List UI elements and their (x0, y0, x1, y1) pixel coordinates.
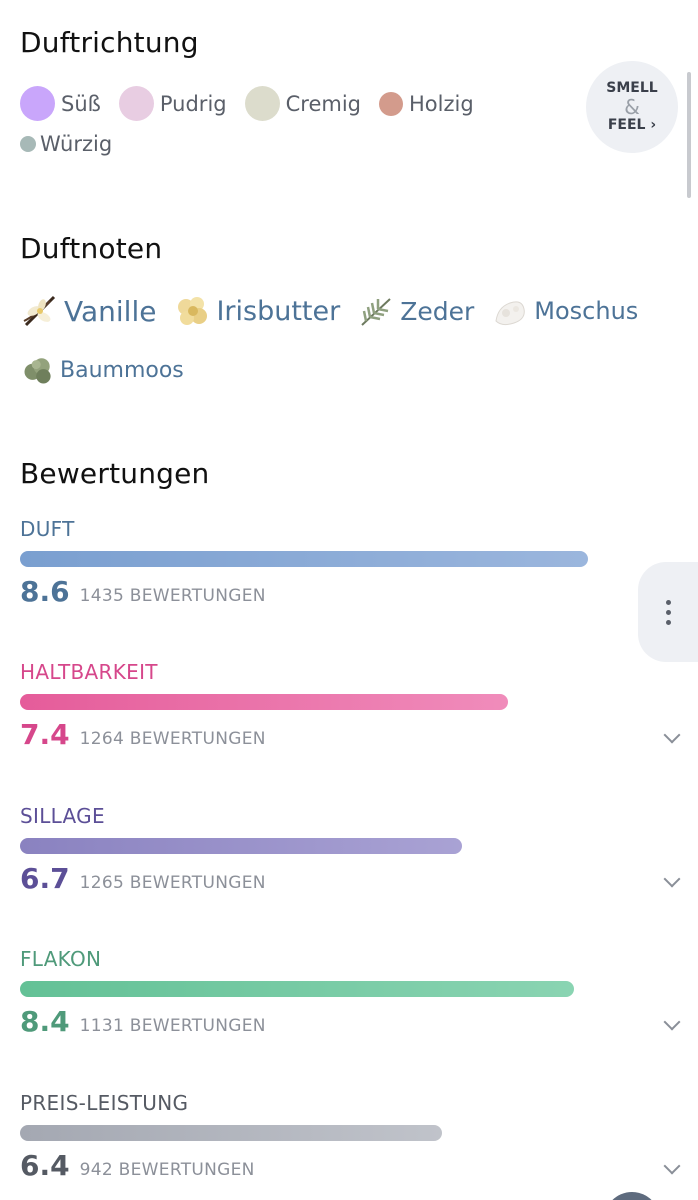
note-label: Vanille (64, 294, 157, 328)
moss-icon (24, 358, 51, 384)
rating-flakon[interactable]: FLAKON 8.4 1131 BEWERTUNGEN (20, 947, 681, 1038)
accord-color-dot (244, 86, 280, 121)
more-options-button[interactable] (638, 562, 698, 662)
more-dot (665, 599, 671, 605)
accord-label: Cremig (285, 91, 361, 116)
rating-score: 6.7 (20, 862, 70, 895)
accords-row-1: Süß Pudrig Cremig Holzig (20, 86, 492, 121)
note-musk[interactable]: Moschus (490, 291, 638, 331)
note-label: Zeder (400, 296, 475, 326)
accord-label: Pudrig (159, 91, 227, 116)
rating-score: 8.6 (20, 575, 70, 608)
rating-meta: 7.4 1264 BEWERTUNGEN (20, 718, 680, 751)
rating-score: 7.4 (20, 718, 70, 751)
rating-label: PREIS-LEISTUNG (20, 1091, 189, 1115)
rating-count: 1435 BEWERTUNGEN (79, 586, 266, 606)
accord-label: Süß (61, 91, 101, 116)
rating-bar (20, 1125, 442, 1141)
scrollbar-thumb[interactable] (687, 72, 691, 198)
note-label: Baummoos (60, 357, 184, 383)
rating-bar (20, 551, 588, 567)
rating-meta: 6.7 1265 BEWERTUNGEN (20, 862, 680, 895)
rating-count: 1265 BEWERTUNGEN (79, 873, 266, 893)
rating-sillage[interactable]: SILLAGE 6.7 1265 BEWERTUNGEN (20, 804, 681, 895)
accord-creamy[interactable]: Cremig (244, 86, 361, 121)
rating-meta: 8.6 1435 BEWERTUNGEN (20, 575, 680, 608)
rating-bar (20, 694, 508, 710)
cedar-icon (361, 298, 391, 326)
notes-row-1: Vanille Irisbutter Zeder Moschus (20, 291, 654, 331)
rating-count: 1131 BEWERTUNGEN (79, 1016, 266, 1036)
rating-haltbarkeit[interactable]: HALTBARKEIT 7.4 1264 BEWERTUNGEN (20, 660, 681, 751)
accord-woody[interactable]: Holzig (379, 91, 474, 116)
rating-label: SILLAGE (20, 804, 105, 828)
ratings-title: Bewertungen (20, 457, 210, 490)
rating-count: 942 BEWERTUNGEN (79, 1160, 255, 1180)
rating-score: 8.4 (20, 1005, 70, 1038)
note-label: Moschus (534, 297, 639, 325)
note-label: Irisbutter (216, 295, 341, 327)
note-iris-butter[interactable]: Irisbutter (172, 291, 340, 331)
rating-label: DUFT (20, 517, 75, 541)
note-cedar[interactable]: Zeder (356, 291, 474, 331)
smell-feel-line2: FEEL › (607, 117, 657, 133)
note-vanilla[interactable]: Vanille (20, 291, 156, 331)
accord-label: Würzig (40, 132, 113, 156)
accord-color-dot (379, 91, 403, 116)
accord-sweet[interactable]: Süß (20, 86, 101, 121)
rating-meta: 6.4 942 BEWERTUNGEN (20, 1149, 680, 1182)
note-oakmoss[interactable]: Baummoos (20, 352, 184, 388)
floating-action-button[interactable] (604, 1192, 660, 1200)
rating-bar (20, 838, 462, 854)
rating-meta: 8.4 1131 BEWERTUNGEN (20, 1005, 680, 1038)
smell-feel-ampersand: & (624, 95, 640, 119)
rating-bar (20, 981, 574, 997)
smell-feel-line1: SMELL (606, 79, 658, 96)
smell-feel-button[interactable]: SMELL & FEEL › (586, 61, 678, 153)
musk-icon (495, 301, 526, 326)
notes-title: Duftnoten (20, 232, 163, 265)
notes-row-2: Baummoos (20, 352, 200, 388)
accords-title: Duftrichtung (20, 26, 199, 59)
rating-duft: DUFT 8.6 1435 BEWERTUNGEN (20, 517, 680, 608)
rating-label: FLAKON (20, 947, 102, 971)
accord-color-dot (20, 86, 55, 121)
accord-powdery[interactable]: Pudrig (118, 86, 227, 121)
accords-row-2: Würzig (20, 132, 130, 156)
vanilla-icon (23, 295, 56, 327)
accord-color-dot (118, 86, 154, 121)
accord-color-dot (20, 136, 36, 152)
rating-count: 1264 BEWERTUNGEN (79, 729, 266, 749)
more-dot (665, 619, 671, 625)
accord-label: Holzig (409, 91, 474, 116)
rating-preis-leistung[interactable]: PREIS-LEISTUNG 6.4 942 BEWERTUNGEN (20, 1091, 681, 1182)
rating-label: HALTBARKEIT (20, 660, 158, 684)
more-dot (665, 609, 671, 615)
rating-score: 6.4 (20, 1149, 70, 1182)
accord-spicy[interactable]: Würzig (20, 132, 112, 156)
iris-icon (178, 297, 208, 325)
